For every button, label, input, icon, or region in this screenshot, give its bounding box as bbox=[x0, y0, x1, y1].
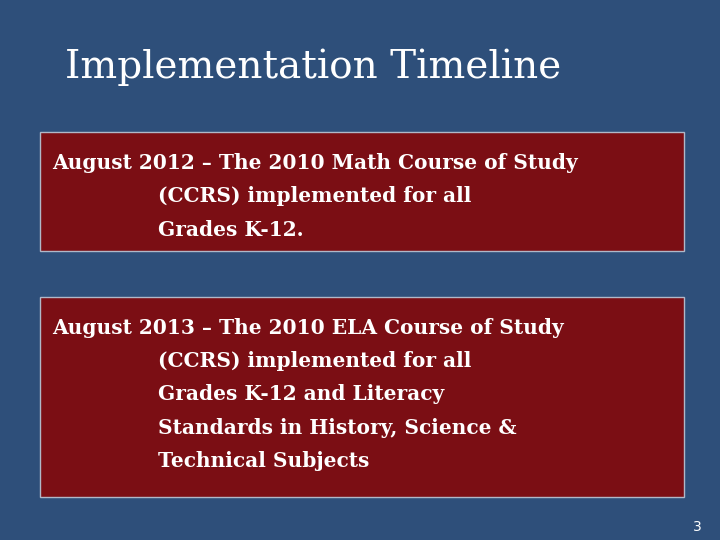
FancyBboxPatch shape bbox=[40, 297, 684, 497]
Text: 3: 3 bbox=[693, 519, 702, 534]
Text: Technical Subjects: Technical Subjects bbox=[53, 451, 369, 471]
Text: Grades K-12.: Grades K-12. bbox=[53, 220, 303, 240]
Text: Implementation Timeline: Implementation Timeline bbox=[65, 49, 561, 86]
Text: (CCRS) implemented for all: (CCRS) implemented for all bbox=[53, 351, 471, 371]
Text: August 2012 – The 2010 Math Course of Study: August 2012 – The 2010 Math Course of St… bbox=[53, 153, 578, 173]
Text: Standards in History, Science &: Standards in History, Science & bbox=[53, 418, 516, 438]
FancyBboxPatch shape bbox=[40, 132, 684, 251]
Text: (CCRS) implemented for all: (CCRS) implemented for all bbox=[53, 186, 471, 206]
Text: August 2013 – The 2010 ELA Course of Study: August 2013 – The 2010 ELA Course of Stu… bbox=[53, 318, 564, 338]
Text: Grades K-12 and Literacy: Grades K-12 and Literacy bbox=[53, 384, 444, 404]
